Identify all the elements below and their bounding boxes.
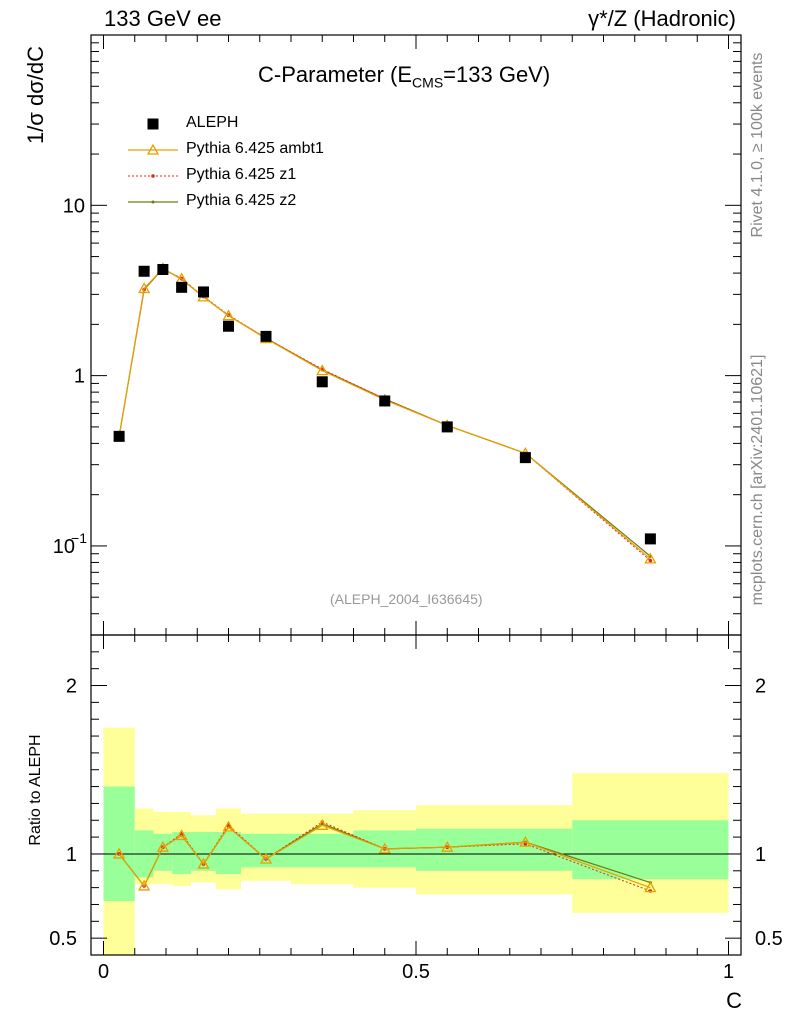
ratio-series-line (118, 824, 651, 889)
stat-uncertainty-band (291, 833, 354, 868)
aleph-data-point (441, 421, 453, 433)
main-series-line (118, 267, 651, 562)
ratio-plot-frame (90, 634, 742, 956)
plot-frames (90, 34, 742, 956)
ratio-y-tick-label-right: 2 (755, 676, 766, 698)
ratio-data-point (519, 835, 532, 847)
aleph-data-point (138, 265, 150, 277)
analysis-tag: (ALEPH_2004_I636645) (330, 591, 483, 607)
stat-uncertainty-band (172, 832, 191, 875)
x-axis-label: C (726, 988, 742, 1013)
y-tick-label: 10 (63, 195, 85, 217)
stat-uncertainty-band (216, 832, 241, 875)
ratio-data-point (138, 879, 151, 891)
ratio-y-tick-label-right: 1 (755, 844, 766, 866)
chart-title-sub: CMS (412, 74, 444, 91)
aleph-data-point (644, 533, 656, 545)
y-axis-label: 1/σ dσ/dC (23, 45, 48, 145)
ratio-y-tick-label: 2 (66, 676, 77, 698)
ratio-y-tick-label-right: 0.5 (755, 928, 783, 950)
stat-uncertainty-band (416, 828, 479, 871)
chart-title-main: C-Parameter (E (258, 62, 413, 87)
side-text-rivet: Rivet 4.1.0, ≥ 100k events (749, 52, 766, 238)
stat-uncertainty-band (103, 786, 135, 902)
side-text-mcplots: mcplots.cern.ch [arXiv:2401.10621] (749, 354, 766, 606)
ratio-data-point (441, 840, 454, 852)
header-right: γ*/Z (Hadronic) (588, 6, 736, 31)
ratio-data-point (156, 840, 169, 852)
y-tick-label: 1 (74, 366, 85, 388)
x-tick-label: 0 (98, 961, 109, 983)
legend-label: Pythia 6.425 z1 (186, 166, 297, 183)
chart-title: C-Parameter (ECMS=133 GeV) (258, 62, 550, 90)
chart-title-end: =133 GeV) (443, 62, 551, 87)
x-tick-label: 0.5 (402, 961, 430, 983)
main-series-line (118, 267, 651, 560)
aleph-data-point (223, 320, 234, 332)
stat-uncertainty-band (572, 820, 729, 880)
y-tick-label-exponent: −1 (71, 530, 87, 546)
aleph-data-point (176, 281, 188, 293)
ratio-data-point (197, 857, 210, 869)
header-left: 133 GeV ee (104, 6, 222, 31)
legend-label: ALEPH (186, 114, 239, 131)
ratio-uncertainty-bands (91, 727, 741, 955)
legend-label: Pythia 6.425 z2 (186, 192, 297, 209)
legend (128, 118, 178, 204)
aleph-data-point (519, 452, 531, 464)
stat-uncertainty-band (241, 833, 291, 868)
aleph-data-point (379, 395, 391, 407)
main-data-point (648, 558, 653, 563)
main-data-point (222, 309, 235, 321)
ratio-data-point (316, 818, 329, 830)
ratio-y-tick-label: 0.5 (49, 928, 77, 950)
stat-uncertainty-band (153, 833, 173, 871)
ratio-axis-label: Ratio to ALEPH (27, 734, 44, 846)
aleph-data-point (157, 263, 169, 275)
ratio-series (113, 818, 657, 893)
main-data-point (316, 364, 329, 376)
legend-swatch-marker (146, 143, 160, 155)
y-tick-label: 10 (53, 536, 75, 558)
main-series (113, 262, 657, 564)
main-series-line (118, 267, 651, 557)
legend-swatch-marker (151, 174, 155, 178)
ratio-data-point (113, 847, 126, 859)
ratio-data-point (175, 829, 188, 841)
legend-label: Pythia 6.425 ambt1 (186, 140, 324, 157)
x-tick-label: 1 (723, 961, 734, 983)
stat-uncertainty-band (478, 828, 573, 871)
aleph-data-point (198, 286, 209, 298)
aleph-data-point (260, 330, 272, 342)
axis-ticks (91, 34, 741, 956)
main-data-point (644, 552, 657, 564)
main-data-point (138, 282, 151, 294)
legend-swatch-marker (151, 200, 155, 204)
legend-swatch-aleph (147, 118, 159, 130)
aleph-data-point (316, 376, 328, 388)
ratio-y-tick-label: 1 (66, 844, 77, 866)
ratio-data-point (259, 852, 273, 864)
ratio-data-point (222, 820, 235, 832)
aleph-data-point (113, 430, 125, 442)
ratio-data-point (644, 881, 657, 893)
ratio-data-point (378, 842, 391, 854)
